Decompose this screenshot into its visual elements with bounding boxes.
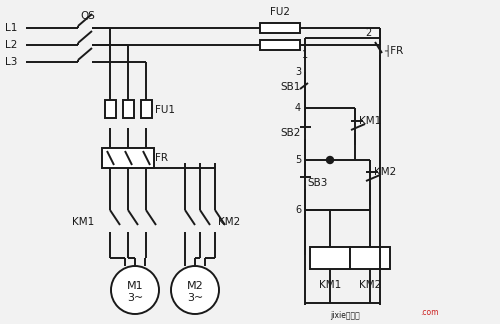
Text: ┤FR: ┤FR [384, 44, 403, 56]
Circle shape [326, 156, 334, 164]
Text: .com: .com [420, 308, 438, 317]
Text: L3: L3 [5, 57, 18, 67]
Text: M2: M2 [186, 281, 204, 291]
Text: 2: 2 [365, 28, 371, 38]
Text: 3~: 3~ [187, 293, 203, 303]
Bar [260, 23, 300, 33]
Text: KM1: KM1 [72, 217, 94, 227]
Text: QS: QS [80, 11, 95, 21]
Text: L2: L2 [5, 40, 18, 50]
Text: 5: 5 [295, 155, 301, 165]
Text: SB2: SB2 [280, 128, 300, 138]
Bar [123, 100, 134, 118]
Text: FR: FR [155, 153, 168, 163]
Bar [105, 100, 116, 118]
Bar [310, 247, 350, 269]
Text: KM1: KM1 [319, 280, 341, 290]
Text: SB3: SB3 [307, 178, 328, 188]
Text: KM2: KM2 [374, 167, 396, 177]
Text: 6: 6 [295, 205, 301, 215]
Text: FU1: FU1 [155, 105, 175, 115]
Text: FU2: FU2 [270, 7, 290, 17]
Text: KM1: KM1 [359, 116, 382, 126]
Text: L1: L1 [5, 23, 18, 33]
Bar [102, 148, 154, 168]
Text: 3~: 3~ [127, 293, 143, 303]
Text: M1: M1 [126, 281, 144, 291]
Text: 3: 3 [295, 67, 301, 77]
Bar [350, 247, 390, 269]
Text: 4: 4 [295, 103, 301, 113]
Bar [260, 40, 300, 50]
Text: SB1: SB1 [280, 82, 300, 92]
Circle shape [111, 266, 159, 314]
Text: KM2: KM2 [218, 217, 240, 227]
Circle shape [171, 266, 219, 314]
Text: KM2: KM2 [359, 280, 381, 290]
Bar [141, 100, 152, 118]
Text: 1: 1 [302, 50, 308, 60]
Text: jixie线路图: jixie线路图 [330, 310, 360, 319]
